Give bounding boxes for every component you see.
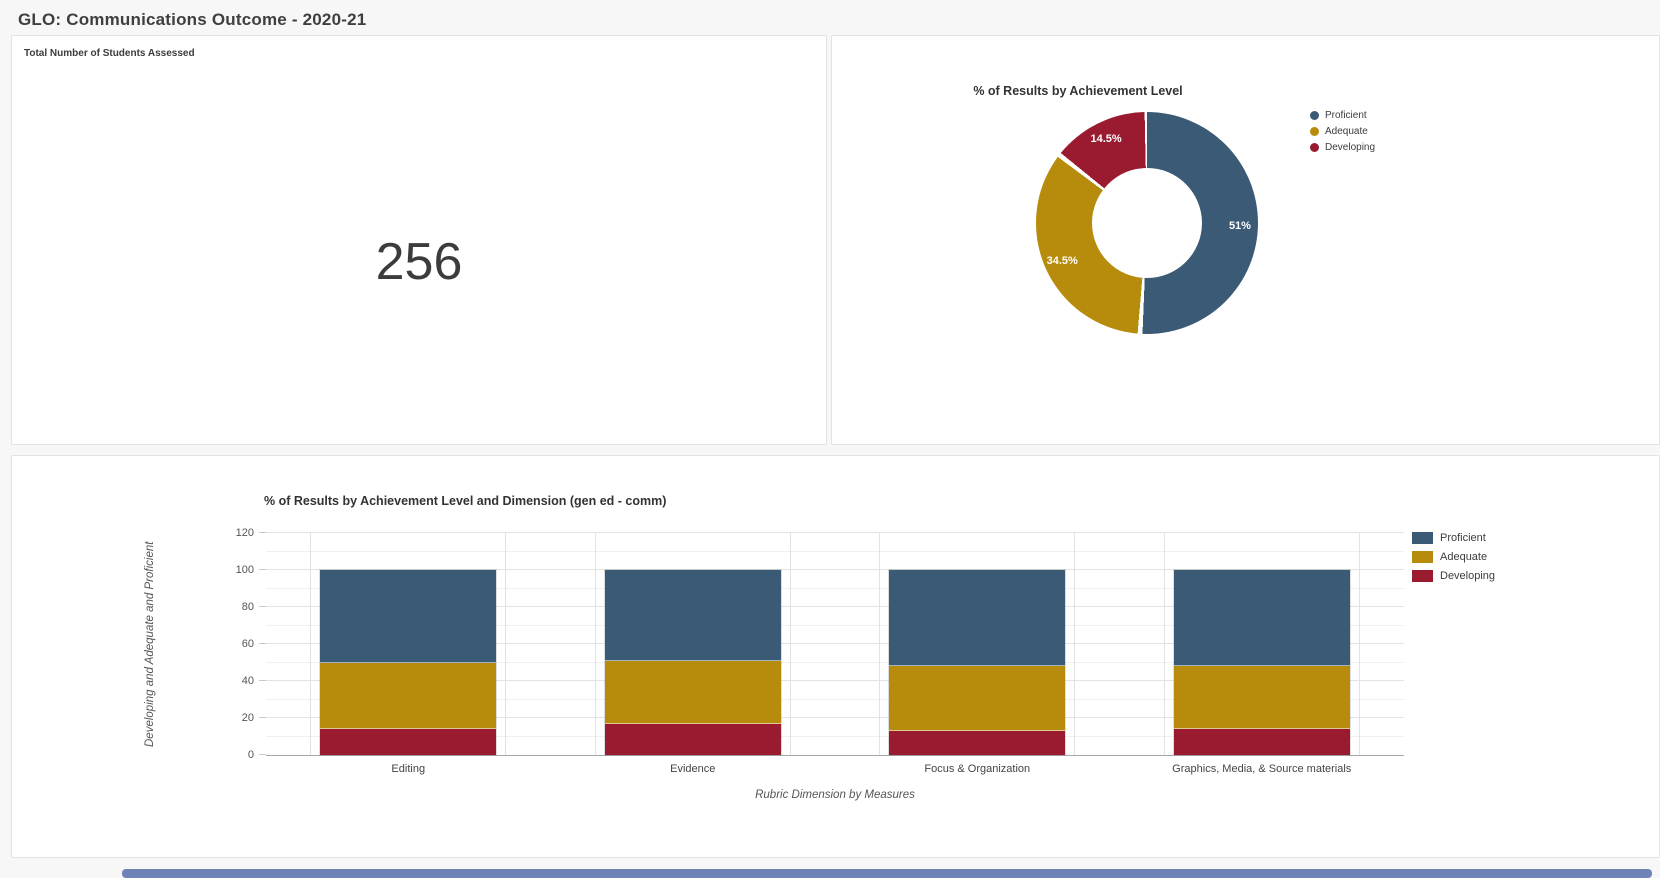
gridline	[266, 569, 1404, 570]
bar-slot	[551, 533, 836, 755]
y-tick-mark	[259, 606, 266, 607]
x-axis-title: Rubric Dimension by Measures	[755, 789, 915, 801]
legend-item-proficient[interactable]: Proficient	[1412, 528, 1495, 547]
legend-swatch-developing	[1412, 569, 1433, 582]
bar-slot	[1120, 533, 1405, 755]
donut-legend: Proficient Adequate Developing	[1310, 107, 1375, 155]
bar-segment-proficient[interactable]	[889, 570, 1066, 667]
x-category-label: Editing	[391, 763, 426, 775]
legend-label: Proficient	[1325, 109, 1367, 121]
y-axis-title: Developing and Adequate and Proficient	[144, 541, 156, 747]
legend-swatch-adequate	[1412, 550, 1433, 563]
achievement-donut-card: % of Results by Achievement Level 51% 34.…	[831, 35, 1660, 445]
legend-item-developing[interactable]: Developing	[1412, 566, 1495, 585]
y-tick-label: 80	[241, 601, 254, 613]
gridline	[266, 717, 1404, 718]
bar-band	[310, 533, 507, 755]
horizontal-scrollbar-thumb[interactable]	[122, 869, 1652, 878]
y-tick-mark	[259, 754, 266, 755]
legend-item-developing[interactable]: Developing	[1310, 139, 1375, 155]
gridline	[266, 532, 1404, 533]
bar-stack-focus-organization[interactable]	[889, 570, 1066, 755]
y-tick-mark	[259, 717, 266, 718]
bar-slot	[266, 533, 551, 755]
donut-slice-label-proficient: 51%	[1228, 219, 1251, 232]
gridline	[266, 587, 1404, 589]
y-tick-label: 100	[235, 564, 254, 576]
bar-band	[594, 533, 791, 755]
legend-label: Developing	[1440, 569, 1496, 582]
gridline	[266, 680, 1404, 681]
gridline	[266, 606, 1404, 607]
bar-slot	[835, 533, 1120, 755]
bar-segment-adequate[interactable]	[1173, 666, 1350, 730]
students-assessed-card: Total Number of Students Assessed 256	[11, 35, 827, 445]
y-tick-label: 40	[241, 675, 254, 687]
legend-dot-adequate	[1310, 126, 1319, 136]
donut-slice-label-adequate: 34.5%	[1046, 255, 1078, 268]
bar-segment-proficient[interactable]	[320, 570, 497, 663]
y-tick-mark	[259, 680, 266, 681]
gridline	[266, 643, 1404, 644]
page-title: GLO: Communications Outcome - 2020-21	[18, 10, 367, 29]
bar-segment-developing[interactable]	[604, 723, 781, 755]
y-tick-label: 120	[235, 527, 254, 539]
donut-chart[interactable]: 51% 34.5% 14.5%	[1036, 112, 1258, 334]
legend-label: Proficient	[1440, 531, 1486, 544]
legend-dot-proficient	[1310, 110, 1319, 120]
legend-swatch-proficient	[1412, 531, 1433, 544]
legend-item-proficient[interactable]: Proficient	[1310, 107, 1375, 123]
gridline	[266, 661, 1404, 663]
donut-chart-title: % of Results by Achievement Level	[973, 84, 1183, 98]
y-tick-label: 60	[241, 638, 254, 650]
bar-segment-proficient[interactable]	[604, 570, 781, 661]
legend-label: Developing	[1325, 141, 1376, 153]
bar-segment-adequate[interactable]	[604, 660, 781, 724]
bar-legend: Proficient Adequate Developing	[1412, 528, 1495, 585]
bar-stack-evidence[interactable]	[604, 570, 781, 755]
y-tick-label: 20	[241, 712, 254, 724]
bar-band	[879, 533, 1076, 755]
legend-item-adequate[interactable]: Adequate	[1310, 123, 1375, 139]
y-tick-mark	[259, 532, 266, 533]
legend-label: Adequate	[1325, 125, 1368, 137]
y-tick-mark	[259, 569, 266, 570]
bar-stack-graphics-media-source-materials[interactable]	[1173, 570, 1350, 755]
legend-item-adequate[interactable]: Adequate	[1412, 547, 1495, 566]
donut-slice-label-developing: 14.5%	[1090, 133, 1122, 146]
bar-segment-developing[interactable]	[889, 730, 1066, 755]
gridline	[266, 624, 1404, 626]
x-category-label: Focus & Organization	[924, 763, 1031, 775]
y-tick-mark	[259, 643, 266, 644]
gridline	[266, 698, 1404, 700]
bar-band	[1163, 533, 1360, 755]
page-header: GLO: Communications Outcome - 2020-21	[18, 10, 366, 30]
dimension-bar-card: % of Results by Achievement Level and Di…	[11, 455, 1660, 858]
bar-segment-proficient[interactable]	[1173, 570, 1350, 667]
bar-segment-adequate[interactable]	[320, 662, 497, 730]
students-assessed-label: Total Number of Students Assessed	[24, 48, 195, 59]
gridline	[266, 550, 1404, 552]
bar-plot-area: 0 20 40 60 80 100 120	[236, 527, 1405, 761]
bar-segment-developing[interactable]	[320, 729, 497, 755]
gridline	[266, 735, 1404, 737]
bar-segment-adequate[interactable]	[889, 666, 1066, 731]
x-category-label: Graphics, Media, & Source materials	[1172, 763, 1352, 775]
bar-stack-editing[interactable]	[320, 570, 497, 755]
y-tick-label: 0	[247, 749, 254, 761]
legend-label: Adequate	[1440, 550, 1488, 563]
bar-segment-developing[interactable]	[1173, 729, 1350, 755]
bar-chart-title: % of Results by Achievement Level and Di…	[264, 494, 667, 508]
students-assessed-value: 256	[375, 233, 463, 291]
legend-dot-developing	[1310, 142, 1319, 152]
x-category-label: Evidence	[670, 763, 716, 775]
